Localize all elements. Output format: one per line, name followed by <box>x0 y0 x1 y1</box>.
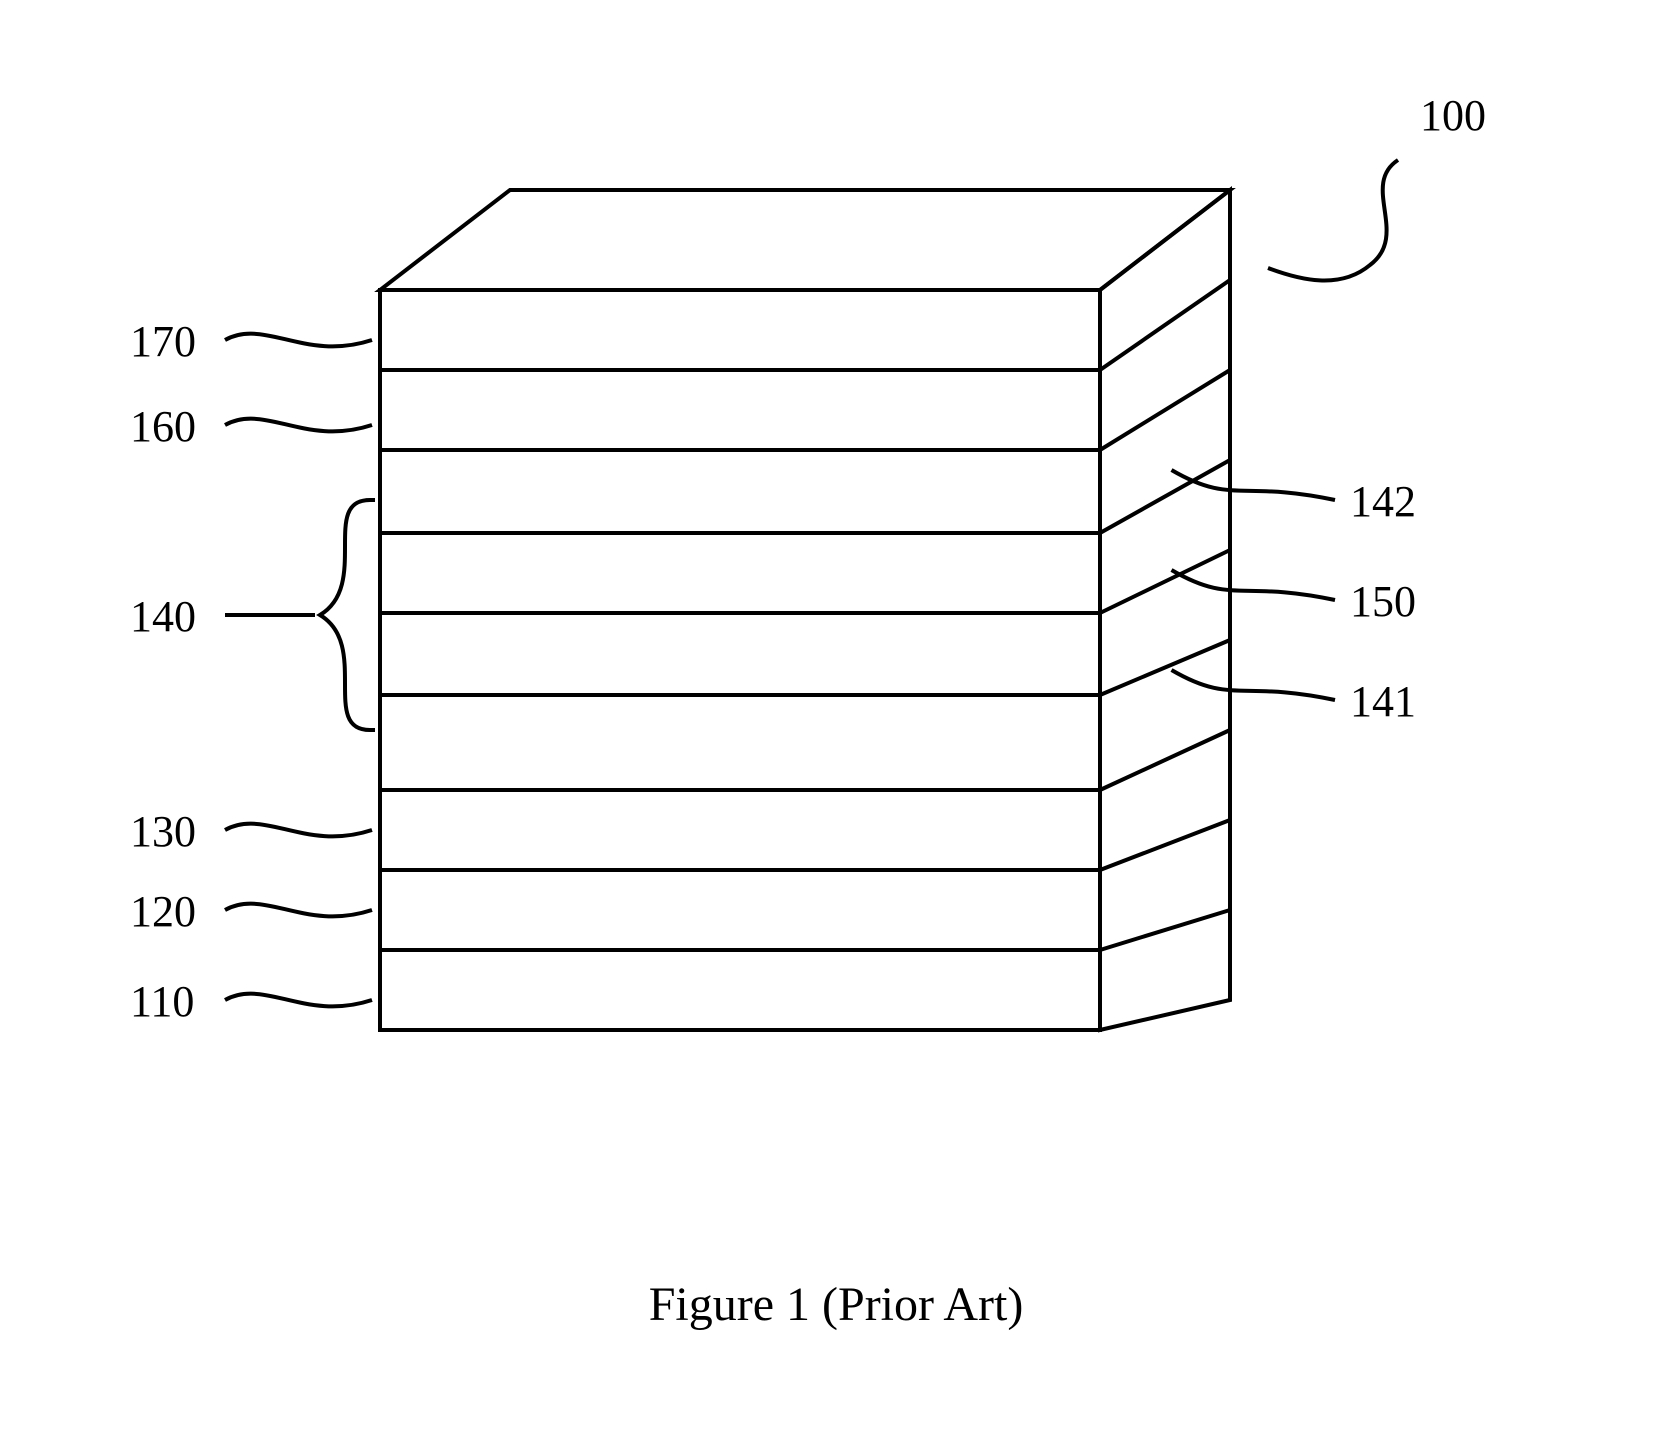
label-120: 120 <box>130 887 196 936</box>
leader-110 <box>225 994 372 1007</box>
label-140: 140 <box>130 592 196 641</box>
label-141: 141 <box>1350 677 1416 726</box>
leader-160 <box>225 419 372 432</box>
block-top-face <box>380 190 1230 290</box>
figure-svg: 100 170 160 130 120 110 140 142 150 141 Figure 1 (… <box>0 0 1673 1447</box>
bracket-140 <box>320 500 370 730</box>
leader-100 <box>1268 160 1398 280</box>
side-layer-line <box>1100 460 1230 533</box>
block-front-face <box>380 290 1100 1030</box>
leader-130 <box>225 824 372 837</box>
side-layer-line <box>1100 370 1230 450</box>
side-layer-line <box>1100 280 1230 370</box>
label-130: 130 <box>130 807 196 856</box>
side-layer-line <box>1100 730 1230 790</box>
leader-141 <box>1172 670 1336 700</box>
label-170: 170 <box>130 317 196 366</box>
block-right-face <box>1100 190 1230 1030</box>
leader-142 <box>1172 470 1336 500</box>
side-layer-line <box>1100 550 1230 613</box>
side-layer-line <box>1100 910 1230 950</box>
leader-170 <box>225 334 372 347</box>
figure-caption: Figure 1 (Prior Art) <box>649 1278 1024 1331</box>
side-layer-line <box>1100 820 1230 870</box>
leader-150 <box>1172 570 1336 600</box>
label-142: 142 <box>1350 477 1416 526</box>
label-160: 160 <box>130 402 196 451</box>
label-100: 100 <box>1420 91 1486 140</box>
label-150: 150 <box>1350 577 1416 626</box>
leader-120 <box>225 904 372 917</box>
label-110: 110 <box>130 977 194 1026</box>
